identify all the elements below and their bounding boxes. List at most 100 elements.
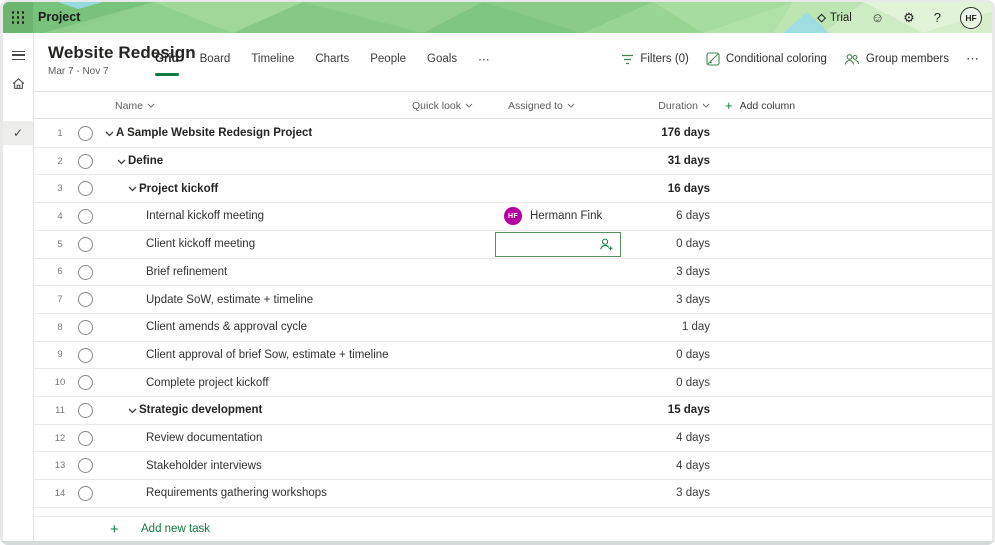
duration-cell[interactable]: 0 days — [676, 348, 710, 361]
task-name-cell[interactable]: Internal kickoff meeting — [146, 210, 265, 223]
duration-cell[interactable]: 4 days — [676, 459, 710, 472]
assigned-to-cell[interactable] — [495, 452, 621, 479]
column-header-duration[interactable]: Duration — [658, 92, 710, 119]
column-header-assigned-to[interactable]: Assigned to — [508, 92, 575, 119]
assigned-to-cell[interactable] — [495, 286, 621, 313]
table-row[interactable]: 13 Stakeholder interviews 4 days — [34, 452, 992, 481]
assignee[interactable]: HF Hermann Fink — [495, 203, 621, 230]
assigned-to-cell[interactable] — [495, 120, 621, 147]
task-complete-circle[interactable] — [78, 126, 93, 141]
assigned-to-cell[interactable] — [495, 231, 621, 258]
table-row[interactable]: 11 Strategic development 15 days — [34, 397, 992, 425]
task-complete-circle[interactable] — [78, 236, 93, 252]
duration-cell[interactable]: 6 days — [676, 210, 710, 223]
duration-cell[interactable]: 3 days — [676, 487, 710, 500]
help-icon[interactable]: ? — [933, 10, 941, 25]
duration-cell[interactable]: 1 day — [681, 321, 710, 334]
duration-cell[interactable]: 3 days — [676, 293, 710, 306]
assigned-to-cell[interactable] — [495, 397, 621, 424]
assigned-to-cell[interactable] — [495, 314, 621, 341]
chevron-down-icon[interactable] — [128, 408, 137, 414]
task-name-cell[interactable]: Client approval of brief Sow, estimate +… — [146, 348, 389, 361]
assignee-picker-cell[interactable] — [495, 231, 621, 257]
assigned-to-cell[interactable] — [495, 148, 621, 175]
assigned-to-cell[interactable] — [495, 259, 621, 286]
table-row[interactable]: 10 Complete project kickoff 0 days — [34, 369, 992, 398]
task-complete-circle[interactable] — [78, 347, 93, 363]
duration-cell[interactable]: 3 days — [676, 265, 710, 278]
assigned-to-cell[interactable] — [495, 342, 621, 369]
assigned-to-cell[interactable] — [495, 369, 621, 396]
account-avatar[interactable]: HF — [960, 6, 982, 29]
tab-board[interactable]: Board — [199, 53, 231, 65]
task-name-cell[interactable]: Stakeholder interviews — [146, 459, 262, 472]
chevron-down-icon[interactable] — [128, 186, 137, 192]
task-name-cell[interactable]: Update SoW, estimate + timeline — [146, 293, 314, 306]
task-name-cell[interactable]: Client kickoff meeting — [146, 238, 256, 251]
task-name-cell[interactable]: Client amends & approval cycle — [146, 321, 308, 334]
task-complete-circle[interactable] — [78, 486, 93, 502]
table-row[interactable]: 14 Requirements gathering workshops 3 da… — [34, 480, 992, 508]
tab-grid[interactable]: Grid — [155, 53, 179, 76]
task-complete-circle[interactable] — [78, 209, 93, 225]
assigned-to-cell[interactable]: HF Hermann Fink — [495, 203, 621, 230]
task-complete-circle[interactable] — [78, 458, 93, 474]
task-name-cell[interactable]: Define — [128, 155, 164, 168]
task-complete-circle[interactable] — [78, 430, 93, 446]
toolbar-more-button[interactable]: ⋯ — [966, 51, 980, 66]
table-row[interactable]: 7 Update SoW, estimate + timeline 3 days — [34, 286, 992, 314]
table-row[interactable]: 4 Internal kickoff meeting HF Hermann Fi… — [34, 203, 992, 231]
trial-badge[interactable]: ◇ Trial — [817, 11, 851, 25]
app-launcher-button[interactable] — [3, 2, 33, 33]
task-name-cell[interactable]: Review documentation — [146, 432, 263, 445]
tab-people[interactable]: People — [370, 53, 407, 65]
sidebar-item-home[interactable] — [3, 71, 33, 95]
task-complete-circle[interactable] — [78, 264, 93, 280]
table-row[interactable]: 9 Client approval of brief Sow, estimate… — [34, 341, 992, 370]
chevron-down-icon[interactable] — [105, 131, 114, 137]
duration-cell[interactable]: 4 days — [676, 432, 710, 445]
duration-cell[interactable]: 0 days — [676, 376, 710, 389]
add-new-task-button[interactable]: + Add new task — [34, 517, 992, 541]
more-tabs-button[interactable]: ⋯ — [478, 54, 491, 66]
conditional-coloring-button[interactable]: Conditional coloring — [706, 52, 827, 66]
column-header-name[interactable]: Name — [115, 92, 155, 119]
duration-cell[interactable]: 0 days — [676, 238, 710, 251]
table-row[interactable]: 2 Define 31 days — [34, 147, 992, 176]
duration-cell[interactable]: 31 days — [667, 155, 710, 168]
table-row[interactable]: 8 Client amends & approval cycle 1 day — [34, 313, 992, 342]
filters-button[interactable]: Filters (0) — [621, 53, 689, 65]
assigned-to-cell[interactable] — [495, 480, 621, 507]
task-complete-circle[interactable] — [78, 375, 93, 391]
task-complete-circle[interactable] — [78, 153, 93, 169]
settings-gear-icon[interactable]: ⚙ — [903, 10, 915, 25]
group-members-button[interactable]: Group members — [844, 53, 949, 66]
duration-cell[interactable]: 176 days — [661, 127, 710, 140]
chevron-down-icon[interactable] — [117, 159, 126, 165]
tab-goals[interactable]: Goals — [427, 53, 458, 65]
sidebar-item-tasks[interactable]: ✓ — [3, 121, 33, 145]
table-row[interactable]: 3 Project kickoff 16 days — [34, 175, 992, 204]
column-header-quick-look[interactable]: Quick look — [412, 92, 473, 119]
task-complete-circle[interactable] — [78, 292, 93, 308]
task-complete-circle[interactable] — [78, 403, 93, 419]
sidebar-menu-button[interactable] — [3, 43, 33, 67]
task-complete-circle[interactable] — [78, 181, 93, 197]
tab-timeline[interactable]: Timeline — [251, 53, 295, 65]
table-row[interactable]: 6 Brief refinement 3 days — [34, 258, 992, 287]
add-column-button[interactable]: + Add column — [725, 98, 796, 113]
assigned-to-cell[interactable] — [495, 425, 621, 452]
task-name-cell[interactable]: Strategic development — [139, 404, 263, 417]
assigned-to-cell[interactable] — [495, 175, 621, 202]
task-complete-circle[interactable] — [78, 319, 93, 335]
task-name-cell[interactable]: Requirements gathering workshops — [146, 487, 327, 500]
duration-cell[interactable]: 15 days — [667, 404, 710, 417]
duration-cell[interactable]: 16 days — [667, 182, 710, 195]
table-row[interactable]: 12 Review documentation 4 days — [34, 424, 992, 453]
task-name-cell[interactable]: Project kickoff — [139, 182, 219, 195]
table-row[interactable]: 5 Client kickoff meeting 0 days — [34, 230, 992, 259]
tab-charts[interactable]: Charts — [315, 53, 350, 65]
task-name-cell[interactable]: Brief refinement — [146, 265, 228, 278]
table-row[interactable]: 1 A Sample Website Redesign Project 176 … — [34, 120, 992, 148]
task-name-cell[interactable]: A Sample Website Redesign Project — [116, 127, 313, 140]
